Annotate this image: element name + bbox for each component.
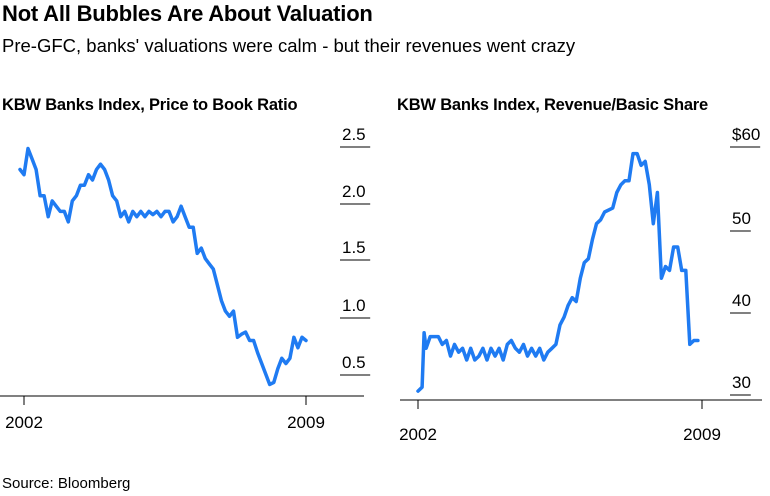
series-line	[18, 146, 308, 387]
price-to-book-chart: 2.5 2.0 1.5 1.0 0.5 2002 2009	[0, 125, 371, 432]
series-line	[416, 151, 700, 393]
x-tick-label: 2002	[399, 425, 437, 444]
right-chart-title: KBW Banks Index, Revenue/Basic Share	[397, 96, 708, 114]
y-tick-label: 0.5	[342, 353, 366, 372]
revenue-per-share-chart: $60 50 40 30 2002 2009	[399, 125, 762, 444]
y-tick-label: 2.5	[342, 125, 366, 144]
y-tick-label: $60	[732, 125, 760, 144]
y-tick-label: 2.0	[342, 182, 366, 201]
source-note: Source: Bloomberg	[2, 475, 131, 492]
x-tick-label: 2009	[287, 413, 325, 432]
y-tick-label: 30	[732, 373, 751, 392]
y-tick-label: 1.5	[342, 238, 366, 257]
y-tick-label: 50	[732, 209, 751, 228]
y-tick-label: 1.0	[342, 296, 366, 315]
page-subtitle: Pre-GFC, banks' valuations were calm - b…	[2, 35, 576, 56]
y-tick-label: 40	[732, 291, 751, 310]
page-title: Not All Bubbles Are About Valuation	[2, 1, 373, 26]
x-tick-label: 2009	[683, 425, 721, 444]
left-chart-title: KBW Banks Index, Price to Book Ratio	[2, 96, 298, 114]
x-tick-label: 2002	[5, 413, 43, 432]
